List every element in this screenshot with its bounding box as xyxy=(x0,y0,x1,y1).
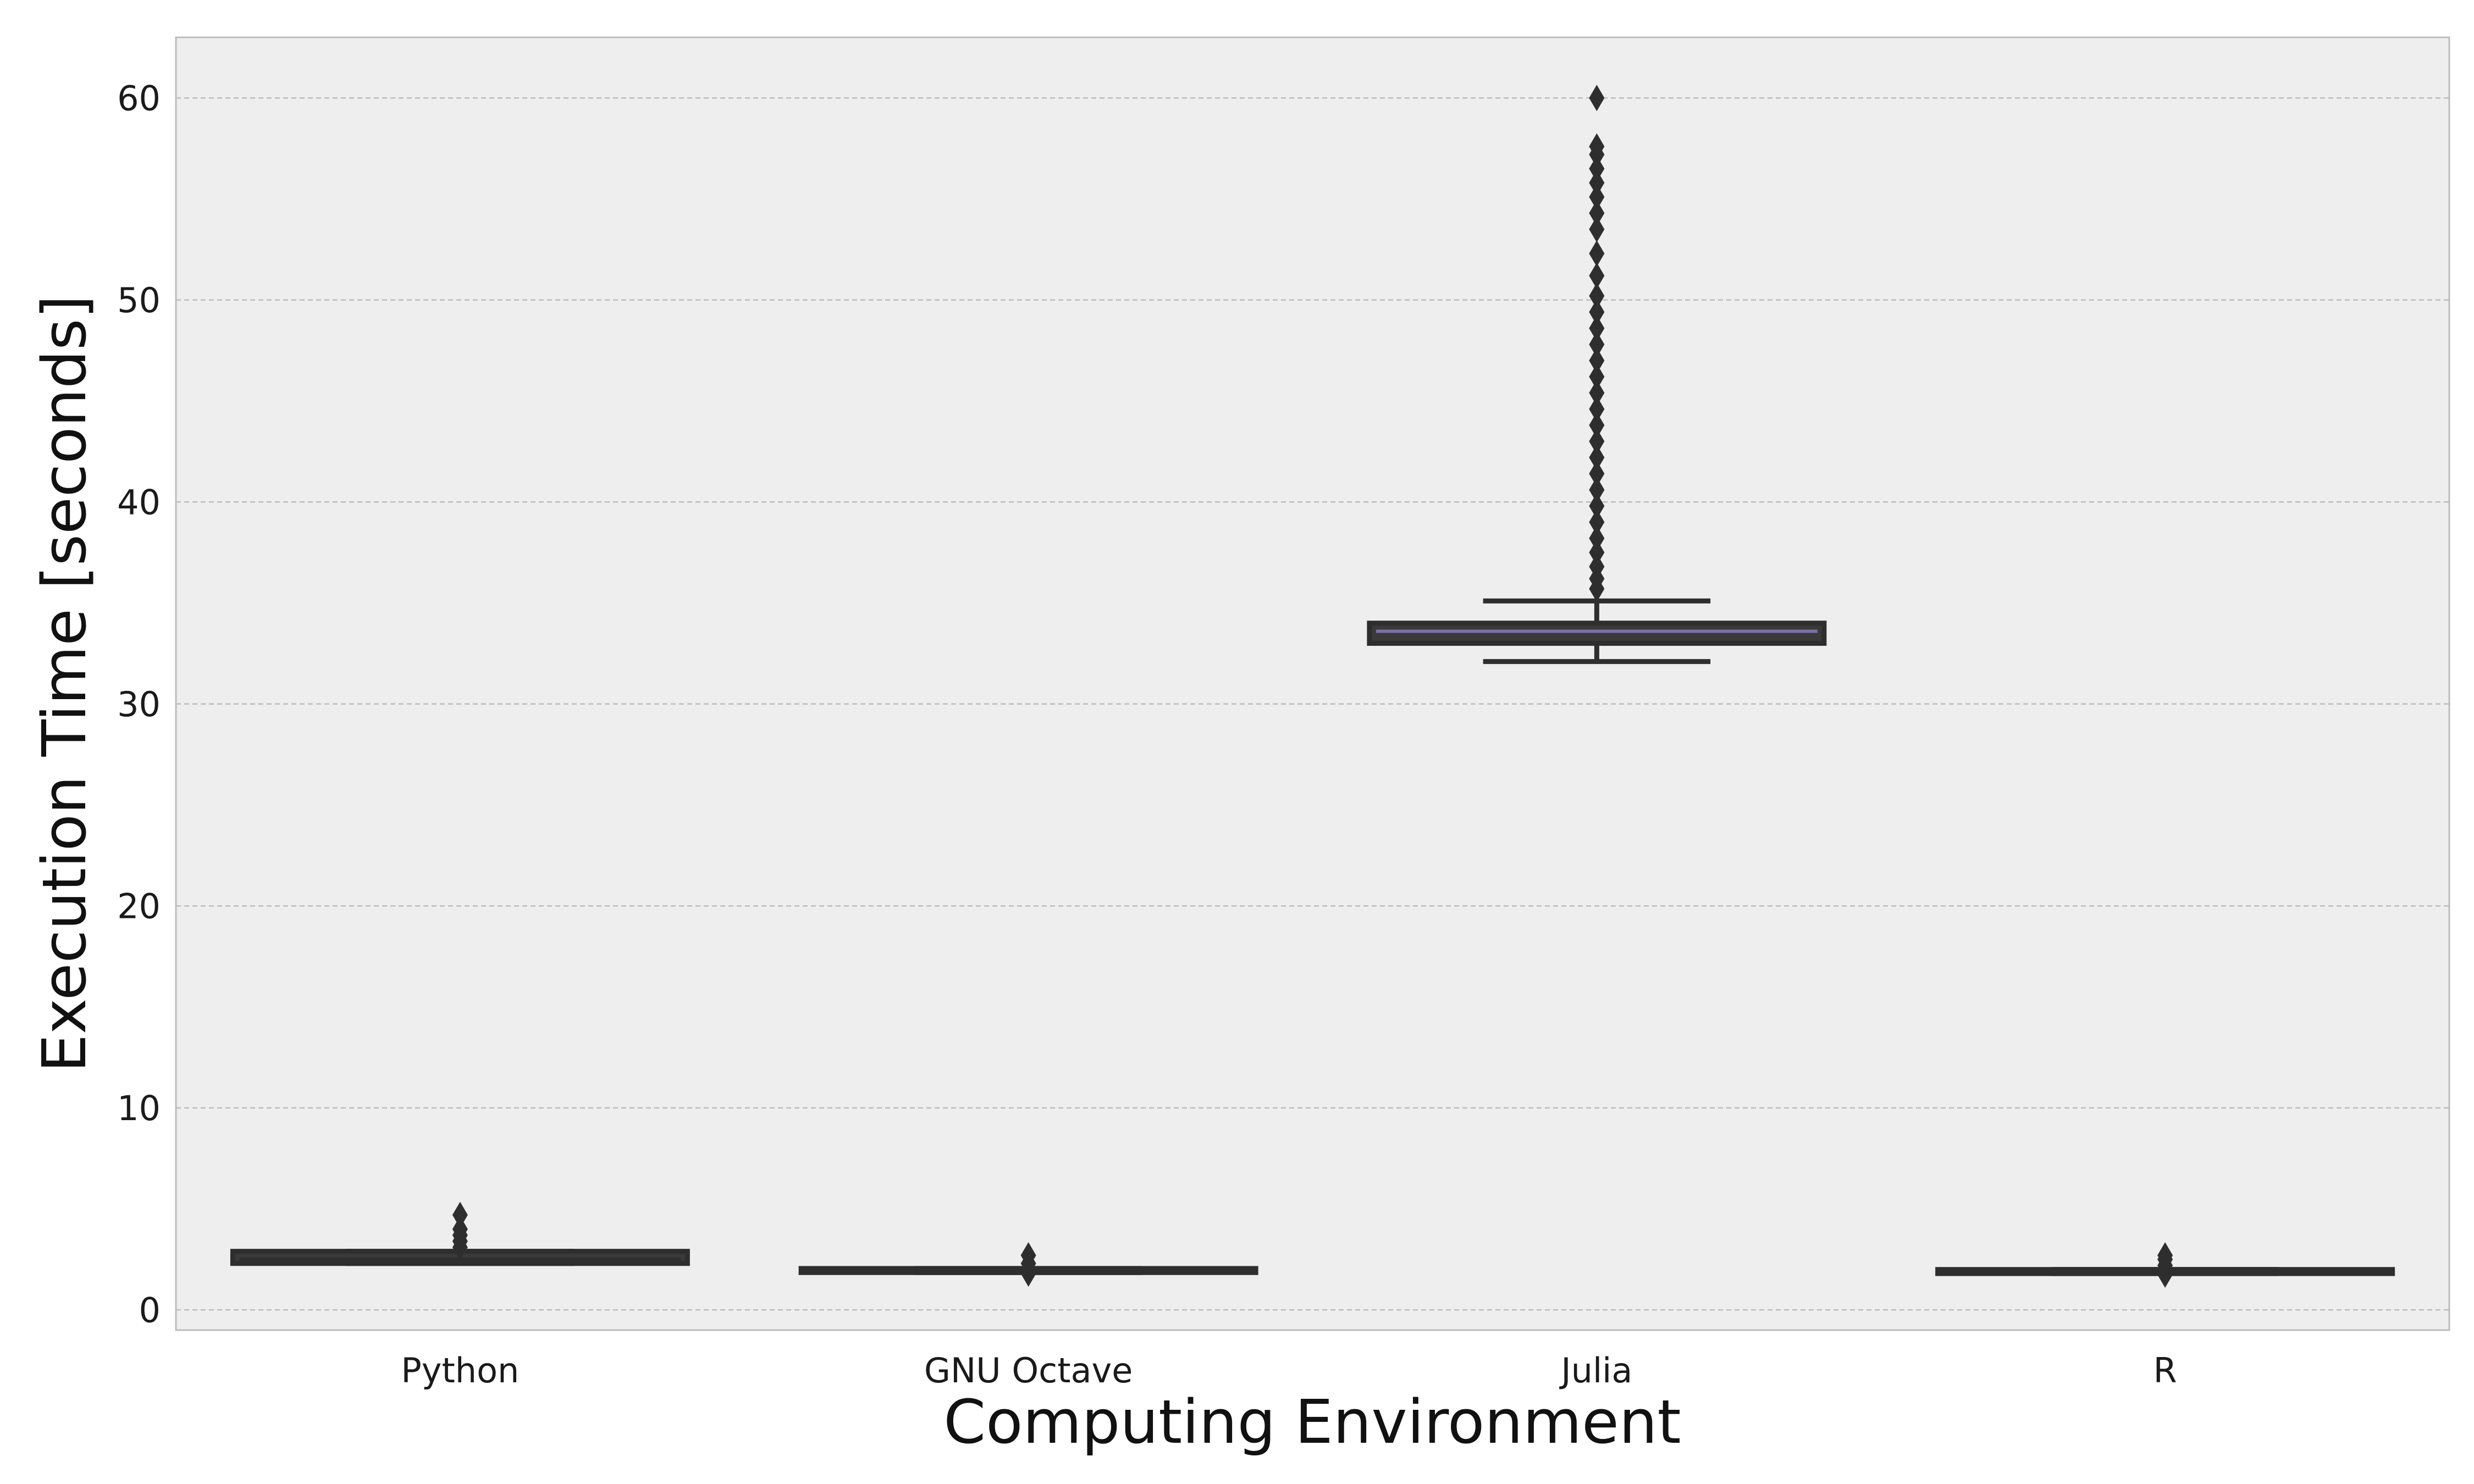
outlier-point xyxy=(1589,396,1605,423)
outlier-point xyxy=(1589,283,1605,309)
plot-area-border xyxy=(175,36,2450,1331)
box-r xyxy=(1935,1242,2395,1288)
y-axis-title: Execution Time [seconds] xyxy=(29,295,100,1072)
outlier-point xyxy=(452,1201,468,1228)
y-tick-label: 60 xyxy=(117,78,161,118)
outlier-point xyxy=(1589,85,1605,112)
outlier-point xyxy=(1589,460,1605,487)
outlier-point xyxy=(1589,133,1605,160)
x-tick-labels: Python GNU Octave Julia R xyxy=(401,1350,2177,1391)
outlier-point xyxy=(1020,1242,1036,1269)
outlier-point xyxy=(1589,509,1605,535)
box-python xyxy=(230,1201,690,1266)
y-tick-labels: 0 10 20 30 40 50 60 xyxy=(117,78,161,1330)
outlier-point xyxy=(1589,477,1605,503)
outlier-point xyxy=(1589,262,1605,289)
outlier-point xyxy=(1589,539,1605,566)
outlier-point xyxy=(1589,525,1605,552)
outlier-point xyxy=(1589,216,1605,243)
outlier-point xyxy=(1589,315,1605,342)
outlier-point xyxy=(1589,444,1605,471)
outlier-point xyxy=(1589,347,1605,374)
y-tick-label: 40 xyxy=(117,482,161,522)
boxes xyxy=(230,85,2395,1288)
x-tick-label: R xyxy=(2153,1350,2177,1391)
x-axis-title: Computing Environment xyxy=(943,1387,1681,1457)
iqr-box xyxy=(1367,621,1827,646)
x-tick-label: Julia xyxy=(1559,1350,1632,1391)
outlier-point xyxy=(1589,169,1605,196)
box-gnu-octave xyxy=(798,1242,1258,1287)
outlier-point xyxy=(1589,553,1605,580)
outlier-point xyxy=(1589,200,1605,226)
outlier-point xyxy=(1589,492,1605,519)
x-tick-label: Python xyxy=(401,1350,519,1391)
outlier-point xyxy=(2157,1242,2173,1269)
y-tick-label: 0 xyxy=(139,1290,161,1330)
outlier-point xyxy=(1589,363,1605,390)
outlier-point xyxy=(1589,428,1605,455)
outlier-point xyxy=(452,1216,468,1243)
outlier-point xyxy=(1589,412,1605,439)
outlier-point xyxy=(1589,331,1605,358)
y-tick-label: 30 xyxy=(117,684,161,724)
y-tick-label: 20 xyxy=(117,886,161,926)
y-tick-label: 10 xyxy=(117,1088,161,1128)
outlier-point xyxy=(1589,379,1605,406)
box-julia xyxy=(1367,85,1827,665)
x-tick-label: GNU Octave xyxy=(924,1350,1133,1391)
outlier-point xyxy=(1589,184,1605,211)
outlier-point xyxy=(1589,298,1605,325)
outlier-point xyxy=(1589,240,1605,267)
outlier-point xyxy=(1589,155,1605,182)
plot-area-background xyxy=(176,37,2449,1330)
y-tick-label: 50 xyxy=(117,280,161,320)
